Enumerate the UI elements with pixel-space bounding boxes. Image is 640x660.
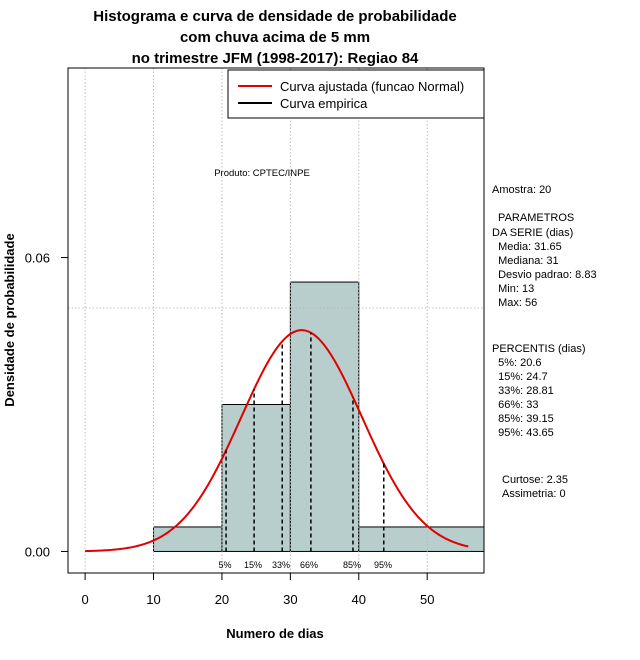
stats-text-line: 33%: 28.81 <box>492 385 554 397</box>
chart-title-line: no trimestre JFM (1998-2017): Regiao 84 <box>132 50 419 67</box>
chart-title-line: Histograma e curva de densidade de proba… <box>93 8 456 25</box>
stats-text-line: Curtose: 2.35 <box>502 474 568 486</box>
histogram-bar <box>153 526 223 552</box>
stats-text-line: Desvio padrao: 8.83 <box>492 269 597 281</box>
histogram-bar <box>289 281 360 552</box>
product-annotation: Produto: CPTEC/INPE <box>214 168 310 179</box>
stats-text-line: Min: 13 <box>492 283 534 295</box>
x-tick-label: 30 <box>283 592 297 607</box>
stats-text-line: 66%: 33 <box>492 399 538 411</box>
percentile-label: 33% <box>272 560 290 570</box>
y-axis-title: Densidade de probabilidade <box>2 233 17 406</box>
legend-label: Curva empirica <box>280 96 368 111</box>
x-tick-label: 20 <box>215 592 229 607</box>
stats-text-line: Amostra: 20 <box>492 184 551 196</box>
x-tick-label: 40 <box>352 592 366 607</box>
x-tick-label: 50 <box>420 592 434 607</box>
stats-text-line: 85%: 39.15 <box>492 413 554 425</box>
stats-text-line: Max: 56 <box>492 297 537 309</box>
legend: Curva ajustada (funcao Normal) Curva empi… <box>227 69 485 119</box>
stats-text-line: PARAMETROS <box>495 212 574 224</box>
percentile-label: 85% <box>343 560 361 570</box>
y-tick-label: 0.00 <box>25 544 50 559</box>
chart-title-line: com chuva acima de 5 mm <box>180 29 370 46</box>
stats-text-line: PERCENTIS (dias) <box>492 343 586 355</box>
stats-text-line: 15%: 24.7 <box>492 371 548 383</box>
percentile-label: 5% <box>218 560 231 570</box>
stats-text-line: 5%: 20.6 <box>492 357 542 369</box>
legend-box <box>227 69 485 119</box>
normal-density-curve <box>85 329 469 553</box>
x-tick-label: 0 <box>81 592 88 607</box>
stats-text-line: Mediana: 31 <box>492 255 559 267</box>
stats-text-line: Media: 31.65 <box>492 241 562 253</box>
x-tick-label: 10 <box>146 592 160 607</box>
y-tick-label: 0.06 <box>25 251 50 266</box>
histogram-bar <box>221 404 291 552</box>
percentile-label: 95% <box>374 560 392 570</box>
percentile-label: 15% <box>244 560 262 570</box>
x-axis-title: Numero de dias <box>226 626 324 641</box>
percentile-label: 66% <box>300 560 318 570</box>
stats-text-line: Assimetria: 0 <box>502 488 566 500</box>
stats-text-line: DA SERIE (dias) <box>492 227 573 239</box>
histogram-bar <box>358 526 485 552</box>
legend-label: Curva ajustada (funcao Normal) <box>280 79 464 94</box>
stats-text-line: 95%: 43.65 <box>492 427 554 439</box>
